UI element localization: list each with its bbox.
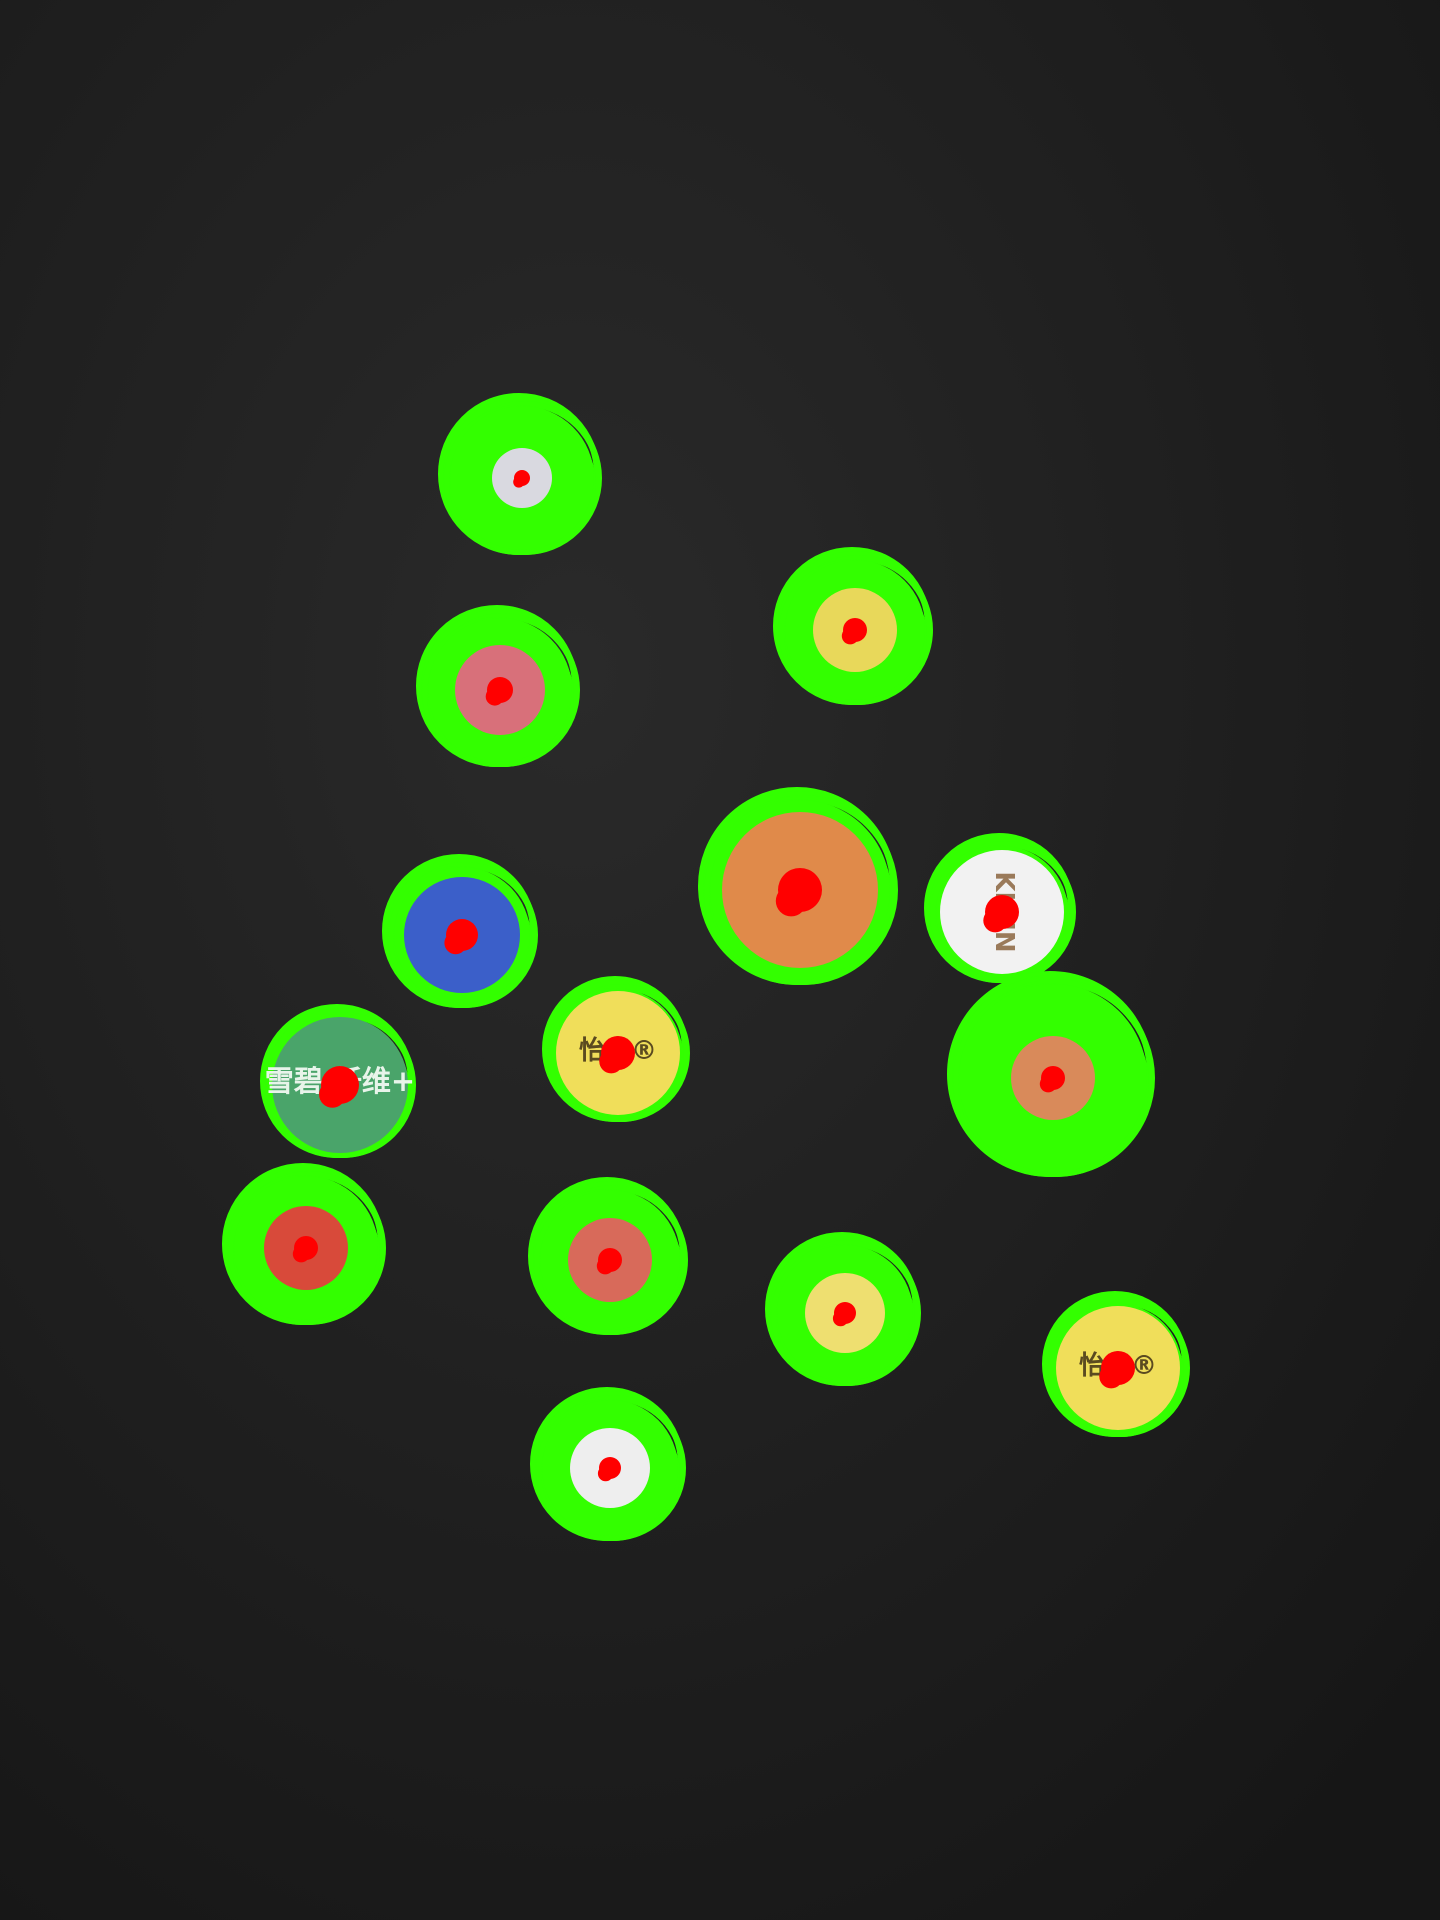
center-marker <box>444 931 467 955</box>
cap-orange-large <box>698 787 898 985</box>
cap-yellow-lower <box>765 1232 921 1386</box>
cap-yellow-top-right <box>773 547 933 705</box>
cap-white-top <box>438 393 602 555</box>
cap-white-bottom <box>530 1387 686 1541</box>
center-marker <box>983 908 1008 933</box>
center-marker <box>775 885 807 917</box>
bottle-caps: KIRIN 雪碧 纤维+ 怡泉® 怡泉® <box>222 393 1190 1541</box>
center-marker <box>1099 1364 1124 1389</box>
center-marker <box>841 627 859 645</box>
center-marker <box>599 1049 624 1074</box>
center-marker <box>319 1081 346 1108</box>
center-marker <box>597 1465 614 1482</box>
cap-white-kirin: KIRIN <box>924 833 1076 983</box>
center-marker <box>1039 1075 1057 1093</box>
center-marker <box>485 687 504 706</box>
cap-red-left <box>222 1163 386 1325</box>
center-marker <box>832 1310 849 1327</box>
cap-orange-right <box>947 971 1155 1177</box>
center-marker <box>513 476 525 488</box>
center-marker <box>292 1245 310 1263</box>
cap-green-xuebi: 雪碧 纤维+ <box>260 1004 416 1158</box>
cap-yellow-yiquan-center: 怡泉® <box>542 976 690 1122</box>
center-marker <box>596 1257 614 1275</box>
cap-red-center <box>528 1177 688 1335</box>
cap-blue <box>382 854 538 1008</box>
cap-yellow-yiquan-right: 怡泉® <box>1042 1291 1190 1437</box>
cap-pink-sprite <box>416 605 580 767</box>
